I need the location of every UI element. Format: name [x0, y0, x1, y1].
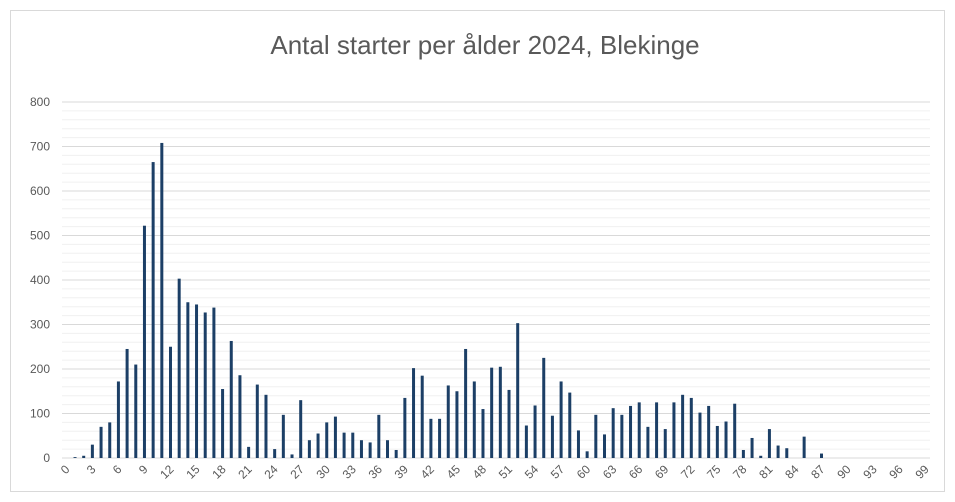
bar [776, 445, 780, 458]
chart-title: Antal starter per ålder 2024, Blekinge [270, 30, 699, 60]
bar [316, 433, 320, 458]
bar [464, 348, 468, 458]
bar [524, 425, 528, 458]
bar [186, 302, 190, 458]
bar [403, 397, 407, 458]
bar [247, 446, 251, 458]
bar [663, 429, 667, 458]
bar [646, 426, 650, 458]
bar [629, 405, 633, 458]
bar [134, 364, 138, 458]
bar [576, 430, 580, 458]
bar [82, 455, 86, 458]
y-tick-label: 600 [30, 184, 50, 198]
bar [472, 381, 476, 458]
bar [785, 448, 789, 458]
bar [273, 449, 277, 458]
bar [438, 418, 442, 458]
bar [160, 142, 164, 458]
bar [481, 409, 485, 458]
bar [672, 402, 676, 458]
bar [533, 405, 537, 458]
bar [446, 385, 450, 458]
y-tick-label: 0 [43, 451, 50, 465]
bar [264, 394, 268, 458]
bar [169, 346, 172, 458]
bar [394, 449, 398, 458]
bar [73, 457, 77, 458]
bar [698, 412, 702, 458]
y-tick-label: 200 [30, 362, 50, 376]
bar [229, 340, 233, 458]
bar [386, 440, 389, 458]
bar [290, 454, 294, 458]
bar [455, 391, 459, 458]
bar [203, 312, 207, 458]
bar [542, 357, 546, 458]
bar [741, 449, 745, 458]
bar [715, 425, 719, 458]
bar [221, 389, 225, 458]
bar [90, 444, 94, 458]
bar [507, 389, 511, 458]
bar [108, 422, 112, 458]
bar [99, 426, 103, 458]
bar [116, 381, 120, 458]
bar [359, 440, 363, 458]
bar [498, 366, 502, 458]
bar [550, 415, 554, 458]
bar [689, 397, 693, 458]
bar [429, 418, 433, 458]
bar [299, 400, 303, 458]
bar [281, 414, 285, 458]
bar [142, 225, 146, 458]
bar [620, 414, 624, 458]
bar [238, 375, 242, 458]
bar [125, 348, 129, 458]
bar [707, 405, 711, 458]
chart-frame [10, 10, 945, 492]
bar [585, 451, 589, 458]
bar [637, 402, 641, 458]
bar [351, 432, 355, 458]
bar [177, 278, 181, 458]
bar [412, 368, 416, 458]
bar [420, 375, 424, 458]
bar [750, 437, 754, 458]
bar [325, 422, 329, 458]
bar [333, 416, 337, 458]
bar [820, 453, 823, 458]
y-tick-label: 800 [30, 95, 50, 109]
bar [559, 381, 563, 458]
bar [368, 442, 372, 458]
bar [212, 307, 216, 458]
bar [255, 384, 259, 458]
bar [490, 367, 494, 458]
y-tick-label: 700 [30, 140, 50, 154]
y-tick-label: 400 [30, 273, 50, 287]
bar [611, 408, 615, 458]
bar [681, 394, 685, 458]
bar [195, 304, 199, 458]
bar [342, 432, 346, 458]
bar [603, 434, 606, 458]
bar [767, 429, 771, 458]
bar [655, 402, 659, 458]
bar [733, 403, 737, 458]
y-tick-label: 300 [30, 318, 50, 332]
y-tick-label: 100 [30, 407, 50, 421]
bar [516, 323, 520, 458]
y-tick-label: 500 [30, 229, 50, 243]
bar [724, 421, 728, 458]
bar [568, 392, 572, 458]
bar [377, 414, 381, 458]
bar [802, 436, 806, 458]
bar [151, 162, 155, 458]
bar [307, 440, 311, 458]
bar [594, 414, 598, 458]
bar [759, 455, 763, 458]
